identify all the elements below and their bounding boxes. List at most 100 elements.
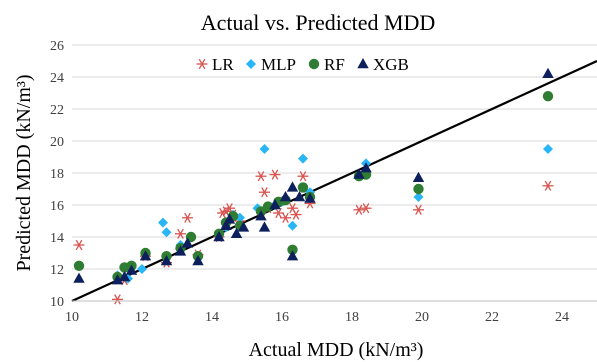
xgb-point	[237, 221, 250, 232]
legend-marker-lr	[196, 58, 208, 70]
lr-point	[360, 203, 372, 214]
mlp-point	[543, 144, 553, 154]
legend-marker-xgb	[357, 58, 369, 69]
xgb-point	[139, 250, 152, 261]
xgb-point	[118, 271, 131, 282]
y-tick-label: 18	[50, 167, 64, 182]
series-mlp	[112, 144, 553, 284]
rf-point	[413, 183, 424, 195]
legend-item-lr: LR	[196, 55, 234, 74]
legend: LR MLP RF XGB	[196, 55, 409, 74]
x-tick-label: 18	[345, 310, 359, 325]
lr-point	[112, 294, 123, 305]
xgb-point	[258, 221, 271, 232]
x-tick-label: 12	[135, 310, 149, 325]
y-tick-label: 24	[50, 71, 64, 86]
rf-point	[297, 182, 309, 193]
x-axis-tick-labels: 10 12 14 16 18 20 22 24	[65, 310, 569, 325]
y-tick-label: 26	[50, 39, 64, 54]
rf-point	[73, 260, 85, 271]
lr-point	[273, 207, 284, 219]
lr-point	[413, 204, 424, 215]
rf-point	[287, 244, 298, 255]
xgb-point	[412, 171, 425, 182]
xgb-point	[542, 67, 554, 78]
legend-item-xgb: XGB	[357, 55, 409, 74]
legend-item-mlp: MLP	[246, 55, 296, 74]
xgb-point	[181, 237, 194, 248]
legend-label-mlp: MLP	[261, 55, 296, 74]
y-tick-label: 22	[50, 103, 64, 118]
x-tick-label: 20	[415, 310, 429, 325]
legend-item-rf: RF	[308, 55, 345, 74]
xgb-point	[73, 272, 85, 283]
mlp-point	[259, 144, 270, 154]
xgb-point	[220, 219, 232, 230]
x-tick-label: 22	[485, 310, 499, 325]
lr-point	[182, 212, 193, 223]
rf-point	[262, 201, 274, 212]
chart-title: Actual vs. Predicted MDD	[201, 10, 436, 35]
xgb-point	[353, 168, 365, 179]
legend-label-lr: LR	[212, 55, 234, 74]
lr-point	[259, 187, 270, 198]
xgb-point	[223, 213, 236, 224]
xgb-point	[360, 162, 372, 173]
xgb-point	[111, 274, 124, 285]
one-to-one-line	[71, 59, 597, 303]
mlp-point	[137, 264, 147, 274]
xgb-point	[286, 250, 299, 261]
y-tick-label: 12	[50, 263, 64, 278]
y-axis-tick-labels: 10 12 14 16 18 20 22 24 26	[50, 39, 64, 310]
y-tick-label: 14	[50, 231, 64, 246]
x-tick-label: 14	[205, 310, 219, 325]
x-tick-label: 24	[555, 310, 569, 325]
x-tick-label: 10	[65, 310, 79, 325]
y-tick-label: 20	[50, 135, 64, 150]
mlp-point	[413, 192, 424, 202]
y-axis-title: Predicted MDD (kN/m³)	[13, 74, 35, 271]
xgb-point	[160, 255, 173, 266]
xgb-point	[293, 191, 306, 202]
lr-point	[280, 212, 291, 223]
legend-label-xgb: XGB	[373, 55, 409, 74]
xgb-point	[286, 181, 299, 192]
lr-point	[269, 169, 281, 180]
x-tick-label: 16	[275, 310, 289, 325]
xgb-point	[230, 227, 243, 238]
legend-marker-mlp	[246, 59, 256, 69]
reference-line-group	[71, 59, 597, 303]
mlp-point	[161, 227, 172, 238]
xgb-point	[269, 199, 281, 210]
data-points	[73, 67, 554, 305]
xgb-point	[125, 264, 138, 275]
lr-point	[290, 209, 302, 220]
mlp-point	[298, 153, 308, 164]
mlp-point	[287, 220, 298, 231]
y-tick-label: 10	[50, 295, 64, 310]
mlp-point	[158, 217, 168, 228]
lr-point	[175, 228, 186, 239]
lr-point	[73, 239, 85, 251]
xgb-point	[192, 255, 204, 266]
xgb-point	[174, 245, 187, 256]
xgb-point	[213, 231, 225, 242]
lr-point	[297, 171, 309, 182]
lr-point	[255, 171, 267, 182]
xgb-point	[255, 210, 267, 221]
y-tick-label: 16	[50, 199, 64, 214]
xgb-point	[279, 191, 292, 202]
gridlines	[72, 44, 597, 270]
xgb-point	[304, 192, 316, 203]
lr-point	[542, 180, 554, 191]
lr-point	[353, 204, 365, 215]
series-lr	[73, 169, 554, 305]
series-xgb	[73, 67, 554, 285]
lr-point	[217, 207, 228, 219]
rf-point	[542, 91, 554, 102]
legend-marker-rf	[308, 58, 320, 70]
legend-label-rf: RF	[324, 55, 345, 74]
x-axis-title: Actual MDD (kN/m³)	[249, 339, 424, 361]
